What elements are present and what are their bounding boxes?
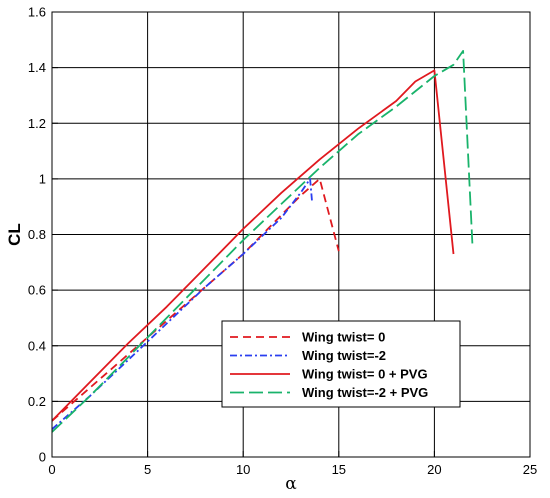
x-tick-label: 15 <box>332 462 346 477</box>
y-axis-title: CL <box>5 223 24 246</box>
x-tick-label: 0 <box>48 462 55 477</box>
series-line-3 <box>51 69 455 422</box>
y-tick-label: 0.2 <box>28 394 46 409</box>
legend: Wing twist= 0 Wing twist=-2 Wing twist= 0 … <box>221 320 461 408</box>
x-tick-label: 25 <box>523 462 537 477</box>
ticks <box>51 11 531 458</box>
x-tick-label: 10 <box>236 462 250 477</box>
y-tick-label: 0.8 <box>28 227 46 242</box>
y-tick-label: 1.6 <box>28 5 46 20</box>
series-group <box>51 50 474 433</box>
legend-items: Wing twist= 0 Wing twist=-2 Wing twist= 0 … <box>230 330 428 400</box>
y-tick-label: 1.4 <box>28 60 46 75</box>
y-tick-label: 0.6 <box>28 283 46 298</box>
y-tick-label: 0 <box>39 450 46 465</box>
series-line-1 <box>51 177 340 422</box>
legend-label-1: Wing twist= 0 <box>302 330 385 345</box>
y-tick-label: 1.2 <box>28 116 46 131</box>
legend-label-4: Wing twist=-2 + PVG <box>302 385 428 400</box>
x-tick-labels: 0 5 10 15 20 25 <box>48 462 537 477</box>
legend-label-2: Wing twist=-2 <box>302 348 386 363</box>
y-tick-label: 1 <box>39 171 46 186</box>
series-line-2 <box>51 177 313 430</box>
y-tick-labels: 0 0.2 0.4 0.6 0.8 1 1.2 1.4 1.6 <box>28 5 46 465</box>
x-tick-label: 5 <box>144 462 151 477</box>
legend-label-3: Wing twist= 0 + PVG <box>302 367 428 382</box>
series-line-4 <box>51 50 474 433</box>
x-tick-label: 20 <box>427 462 441 477</box>
x-axis-title: α <box>285 474 297 494</box>
y-tick-label: 0.4 <box>28 338 46 353</box>
